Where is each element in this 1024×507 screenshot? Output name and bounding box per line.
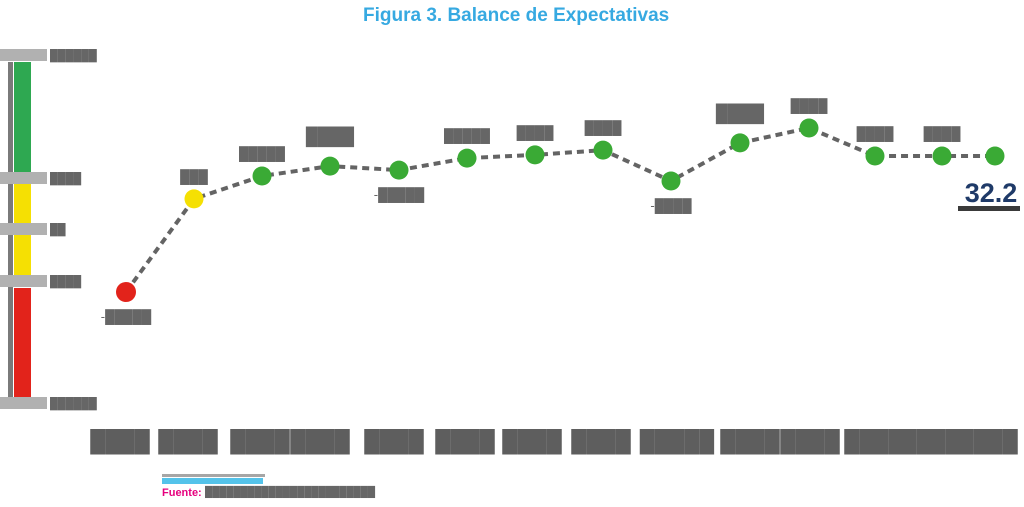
data-point-red bbox=[116, 282, 136, 302]
gauge-tick-label-redacted: ██████ bbox=[50, 398, 97, 410]
data-point-green bbox=[865, 146, 885, 166]
gauge-tick bbox=[0, 49, 47, 61]
data-point-green bbox=[593, 140, 613, 160]
gauge-tick bbox=[0, 172, 47, 184]
gauge-tick-label-redacted: ██████ bbox=[50, 50, 97, 62]
gauge-tick bbox=[0, 275, 47, 287]
gauge-tick bbox=[0, 397, 47, 409]
gauge-segment-green-zone bbox=[14, 62, 31, 172]
series-dashed-line bbox=[124, 125, 995, 294]
data-point-green bbox=[985, 146, 1005, 166]
sentiment-gauge: ██████ ████ ██ ████ ██████ bbox=[0, 0, 110, 507]
source-detail-redacted: ████████████████████████ bbox=[205, 487, 376, 498]
footer-cyan-bar bbox=[162, 478, 263, 484]
gauge-tick-label-redacted: ██ bbox=[50, 224, 66, 236]
gauge-tick bbox=[0, 223, 47, 235]
data-point-green bbox=[525, 145, 545, 165]
data-point-green bbox=[320, 156, 340, 176]
data-point-yellow bbox=[184, 189, 204, 209]
data-point-green bbox=[730, 133, 750, 153]
data-point-green bbox=[661, 171, 681, 191]
source-label: Fuente: bbox=[162, 487, 202, 499]
data-point-green bbox=[252, 166, 272, 186]
data-point-green bbox=[457, 148, 477, 168]
data-point-green bbox=[932, 146, 952, 166]
data-point-green bbox=[799, 118, 819, 138]
gauge-tick-label-redacted: ████ bbox=[50, 276, 82, 288]
gauge-segment-red-zone bbox=[14, 288, 31, 397]
footer-note-line bbox=[162, 474, 265, 477]
chart-title: Figura 3. Balance de Expectativas bbox=[363, 5, 670, 26]
data-point-green bbox=[389, 160, 409, 180]
gauge-tick-label-redacted: ████ bbox=[50, 173, 82, 185]
